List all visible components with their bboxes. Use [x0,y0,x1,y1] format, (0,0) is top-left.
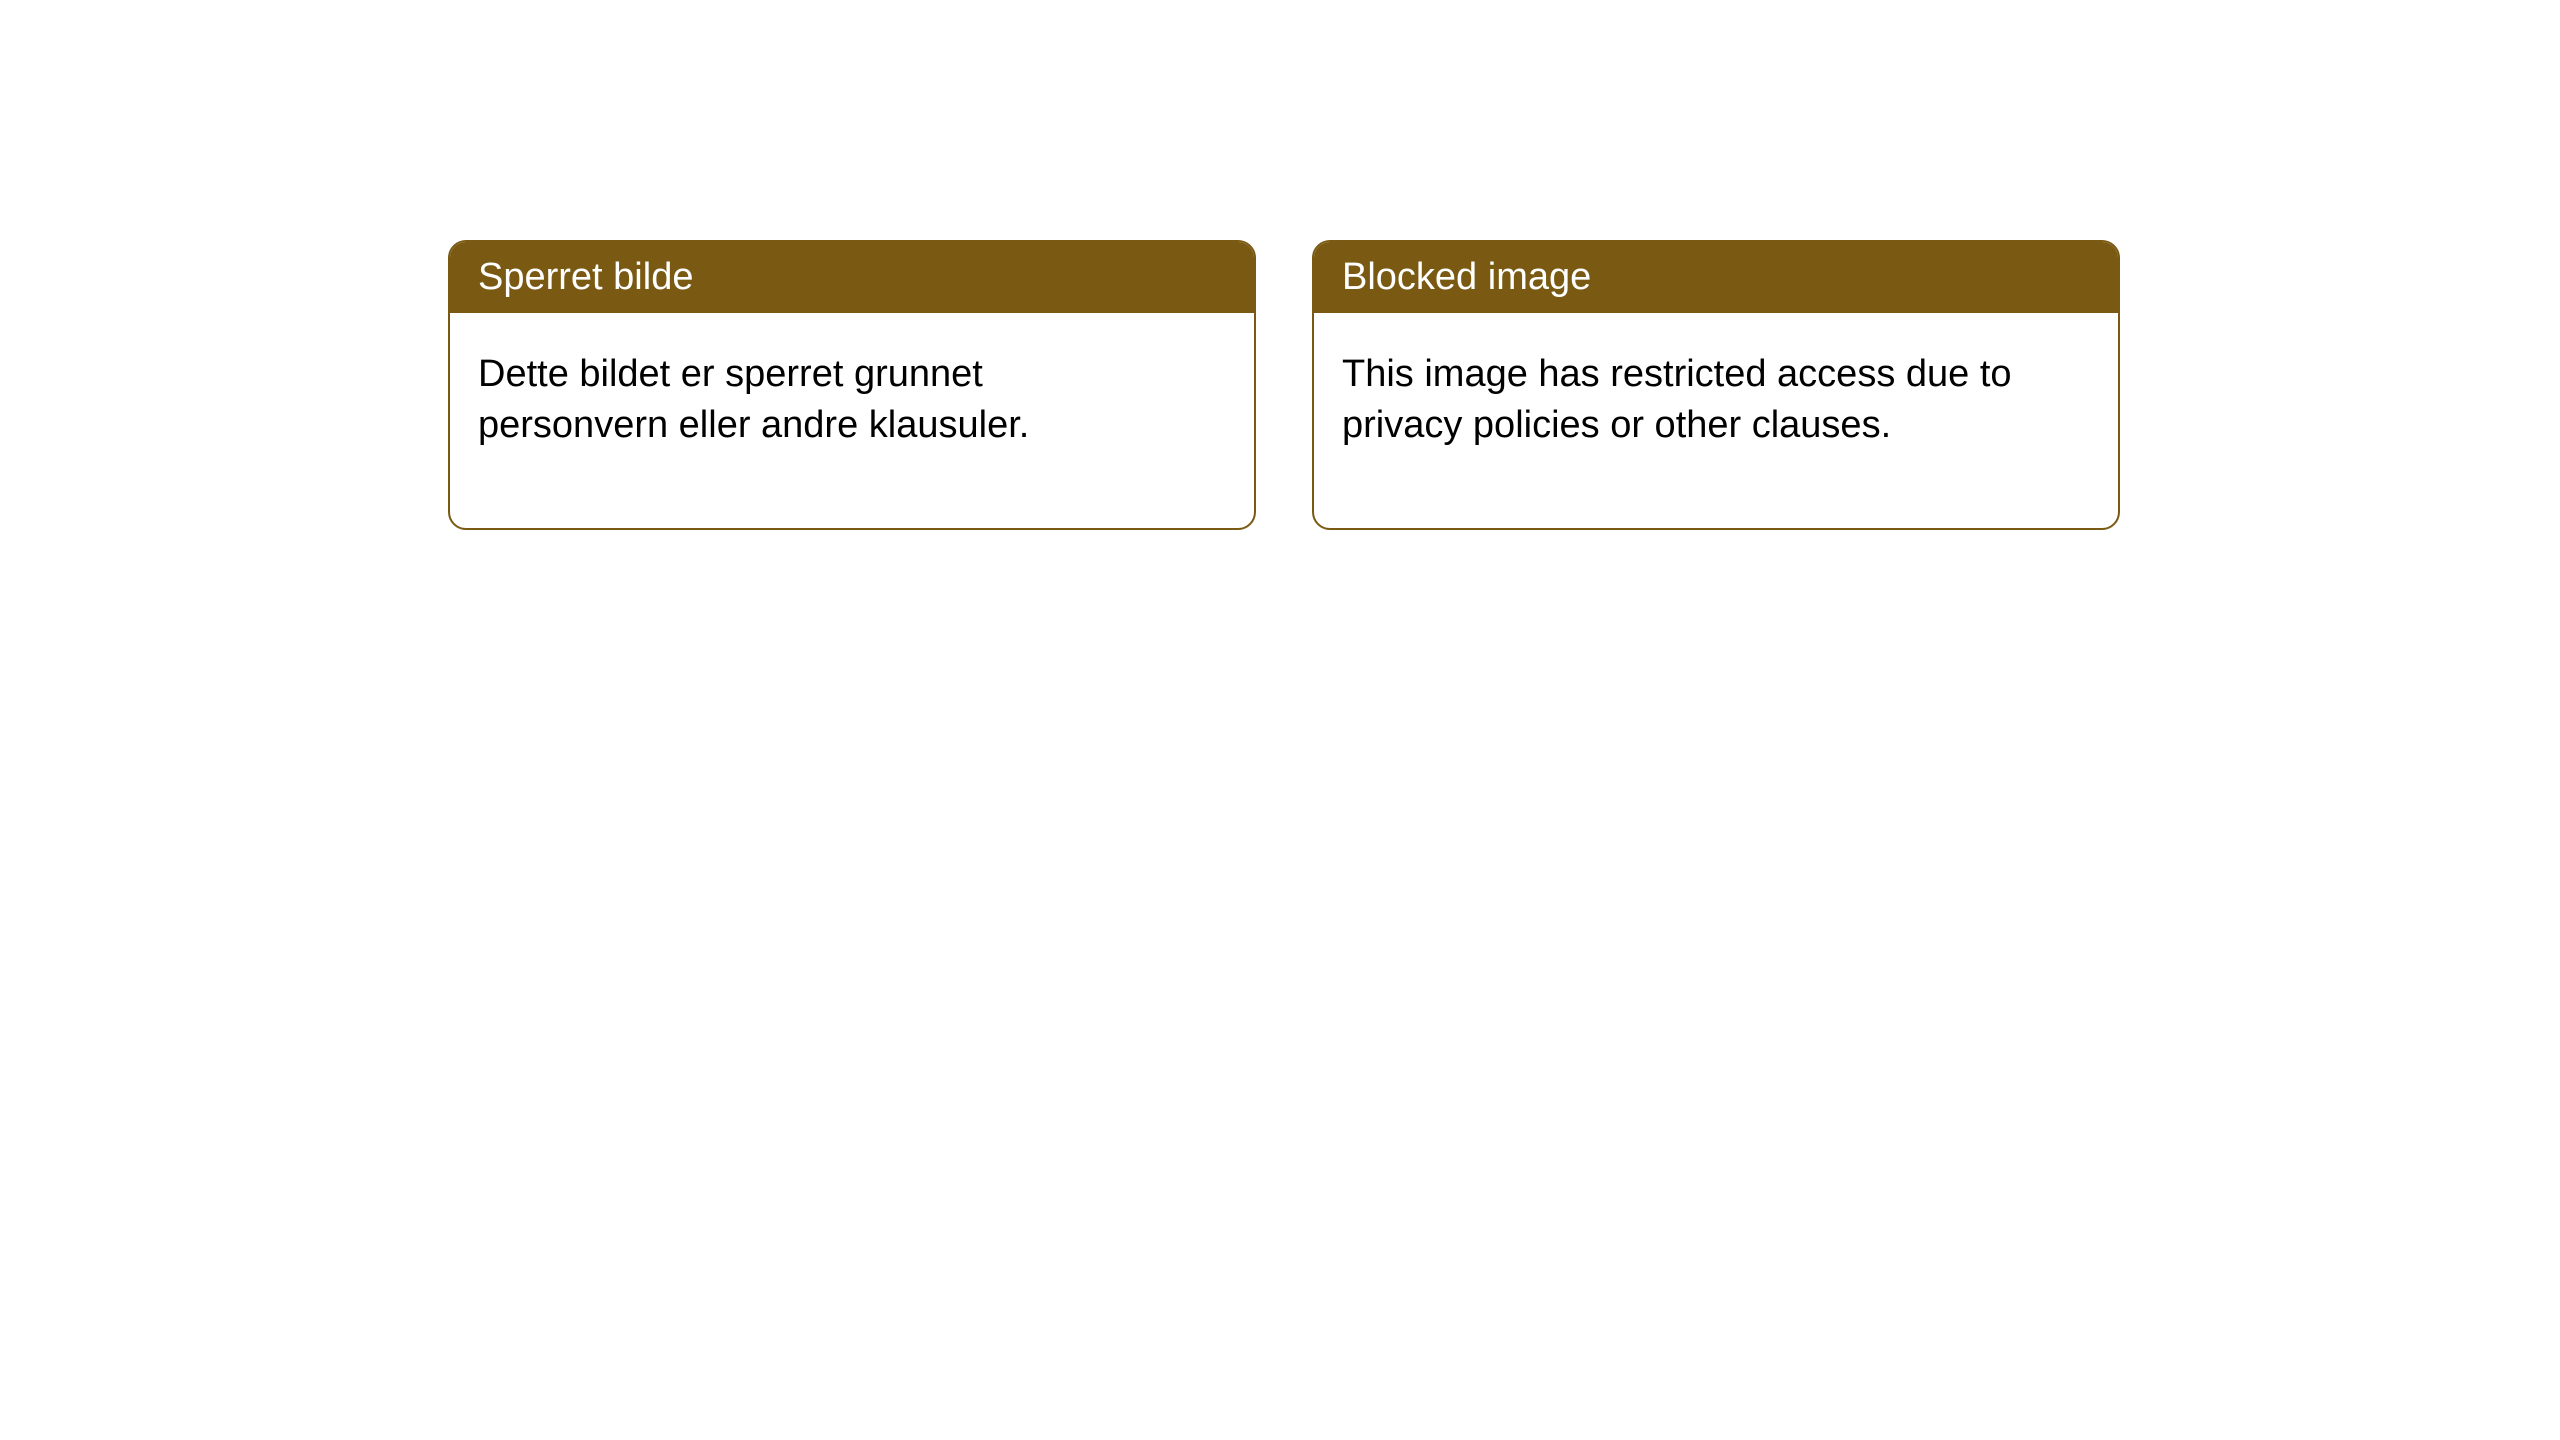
notice-card-text: This image has restricted access due to … [1342,349,2022,452]
notice-card-body: This image has restricted access due to … [1314,313,2118,528]
notice-card-title: Blocked image [1314,242,2118,313]
notice-card-title: Sperret bilde [450,242,1254,313]
notice-card-english: Blocked image This image has restricted … [1312,240,2120,530]
notice-card-norwegian: Sperret bilde Dette bildet er sperret gr… [448,240,1256,530]
notice-card-text: Dette bildet er sperret grunnet personve… [478,349,1158,452]
notice-cards-container: Sperret bilde Dette bildet er sperret gr… [448,240,2120,530]
notice-card-body: Dette bildet er sperret grunnet personve… [450,313,1254,528]
